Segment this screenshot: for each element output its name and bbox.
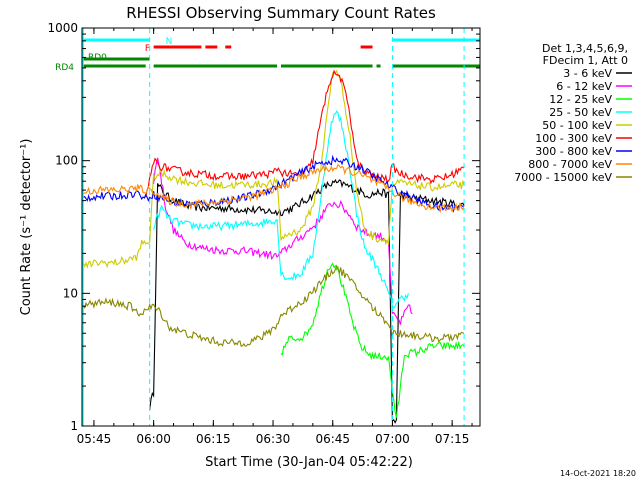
y-tick-label: 100 xyxy=(55,154,78,168)
legend-label-3-6-kev: 3 - 6 keV xyxy=(563,67,612,80)
series-line-100-300-kev xyxy=(145,69,465,198)
series-line-12-25-kev xyxy=(280,262,465,418)
flag-label-rd0: RD0 xyxy=(88,53,107,63)
legend-label-800-7000-kev: 800 - 7000 keV xyxy=(528,158,612,171)
x-tick-label: 06:00 xyxy=(136,432,171,446)
legend-label-25-50-kev: 25 - 50 keV xyxy=(549,106,612,119)
data-series xyxy=(81,69,465,424)
x-axis-label: Start Time (30-Jan-04 05:42:22) xyxy=(205,455,413,470)
legend-header-line: FDecim 1, Att 0 xyxy=(543,54,628,67)
series-line-25-50-kev xyxy=(153,110,409,309)
legend-label-300-800-kev: 300 - 800 keV xyxy=(535,145,612,158)
y-tick-label: 1000 xyxy=(47,21,78,35)
x-tick-label: 06:45 xyxy=(315,432,350,446)
x-tick-label: 07:00 xyxy=(375,432,410,446)
x-tick-label: 06:30 xyxy=(256,432,291,446)
flag-label-rd4: RD4 xyxy=(55,63,74,73)
x-tick-label: 07:15 xyxy=(435,432,470,446)
legend-label-6-12-kev: 6 - 12 keV xyxy=(556,80,612,93)
legend-label-100-300-kev: 100 - 300 keV xyxy=(535,132,612,145)
legend-label-50-100-kev: 50 - 100 keV xyxy=(542,119,612,132)
legend-label-7000-15000-kev: 7000 - 15000 keV xyxy=(514,171,612,184)
axes: 05:45 06:00 06:15 06:30 06:45 07:00 07:15 1 10 10… xyxy=(47,21,480,446)
x-tick-label: 06:15 xyxy=(196,432,231,446)
y-tick-label: 10 xyxy=(63,286,78,300)
vertical-markers xyxy=(82,28,465,426)
series-line-800-7000-kev xyxy=(81,163,465,214)
y-axis-label: Count Rate (s⁻¹ detector⁻¹) xyxy=(19,139,34,316)
legend-label-12-25-kev: 12 - 25 keV xyxy=(549,93,612,106)
chart-title: RHESSI Observing Summary Count Rates xyxy=(126,4,436,22)
flag-label-f: F xyxy=(145,44,150,54)
flag-label-n: N xyxy=(166,37,173,47)
y-tick-label: 1 xyxy=(70,419,78,433)
x-tick-label: 05:45 xyxy=(77,432,112,446)
series-line-7000-15000-kev xyxy=(81,264,465,348)
footer-timestamp: 14-Oct-2021 18:20 xyxy=(560,469,636,478)
legend: Det 1,3,4,5,6,9,FDecim 1, Att 03 - 6 keV… xyxy=(514,42,632,184)
plot-frame xyxy=(81,27,481,427)
instrument-flags: N F RD0 RD4 xyxy=(55,37,480,73)
legend-header-line: Det 1,3,4,5,6,9, xyxy=(542,42,628,55)
